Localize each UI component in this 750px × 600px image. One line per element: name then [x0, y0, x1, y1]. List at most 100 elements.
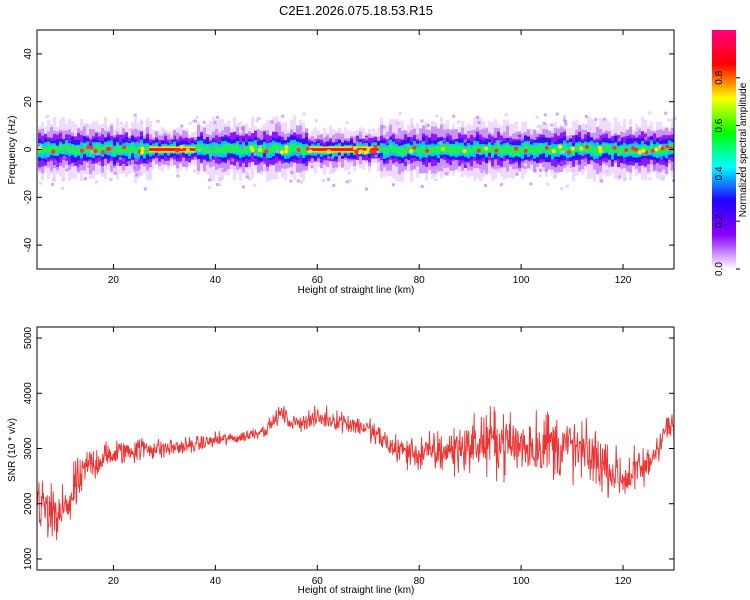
spectrogram-speckle: [380, 144, 384, 148]
spectrogram-hotspot: [93, 148, 98, 153]
spectrogram-cell: [71, 145, 75, 154]
spectrogram-cell: [554, 146, 558, 155]
spectrogram-hotspot: [412, 145, 417, 150]
spectrogram-cell: [272, 144, 276, 153]
spectrogram-speckle: [660, 156, 664, 160]
spectrogram-speckle: [444, 172, 448, 176]
spectrogram-cell: [641, 145, 645, 152]
spectrogram-cell: [647, 146, 651, 154]
spectrogram-speckle: [193, 119, 197, 123]
spectrogram-speckle: [339, 133, 343, 137]
spectrogram-hotspot: [566, 150, 571, 155]
spectrogram-speckle: [108, 162, 112, 166]
spectrogram-speckle: [648, 177, 652, 181]
spectrogram-cell: [83, 144, 87, 153]
spectrogram-cell: [248, 145, 252, 153]
spectrogram-speckle: [664, 111, 668, 115]
spectrogram-hotspot: [579, 146, 584, 151]
spectrogram-speckle: [118, 156, 122, 160]
spectrogram-cell: [533, 146, 537, 155]
spectrogram-speckle: [477, 120, 481, 124]
colorbar-tick-label: 0.8: [714, 70, 725, 84]
spectrogram-speckle: [648, 111, 652, 115]
spectrogram-hotspot: [660, 146, 665, 151]
spectrogram-cell: [293, 143, 297, 152]
spectrogram-cell: [386, 147, 390, 156]
spectrogram-speckle: [111, 146, 115, 150]
spectrogram-speckle: [371, 128, 375, 132]
spectrogram-cell: [47, 144, 51, 154]
spectrogram-speckle: [290, 170, 294, 174]
spectrogram-hotspot: [409, 149, 414, 154]
spectrogram-speckle: [133, 113, 137, 117]
spectrogram-cell: [203, 145, 207, 154]
spectrogram-speckle: [90, 150, 94, 154]
spectrogram-speckle: [560, 161, 564, 165]
spectrogram-hotspot: [264, 149, 269, 154]
spectrogram-cell: [488, 143, 492, 152]
spectrogram-speckle: [138, 153, 142, 157]
spectrogram-speckle: [385, 136, 389, 140]
spectrogram-speckle: [213, 154, 217, 158]
x-tick-label: 120: [615, 576, 632, 587]
spectrogram-speckle: [202, 120, 206, 124]
spectrogram-speckle: [217, 183, 221, 187]
spectrogram-cell: [290, 143, 294, 153]
spectrogram-hotspot: [544, 145, 549, 150]
spectrogram-speckle: [359, 131, 363, 135]
spectrogram-speckle: [127, 160, 131, 164]
spectrogram-cell: [650, 143, 654, 153]
spectrogram-speckle: [630, 133, 634, 137]
x-tick-label: 80: [414, 576, 426, 587]
spectrogram-speckle: [584, 158, 588, 162]
spectrogram-speckle: [404, 145, 408, 149]
spectrogram-cell: [539, 144, 543, 154]
spectrogram-cell: [233, 145, 237, 153]
colorbar: 0.0 0.2 0.4 0.6 0.8 Normalized spectral ampl…: [712, 30, 749, 276]
spectrogram-speckle: [560, 186, 564, 190]
spectrogram-hotspot: [305, 146, 310, 151]
spectrogram-speckle: [670, 167, 674, 171]
spectrogram-speckle: [584, 124, 588, 128]
spectrogram-speckle: [495, 140, 499, 144]
spectrogram-speckle: [445, 141, 449, 145]
spectrogram-speckle: [483, 183, 487, 187]
spectrogram-hotspot: [630, 146, 635, 151]
spectrogram-hotspot: [523, 148, 528, 153]
spectrogram-speckle: [514, 121, 518, 125]
spectrogram-speckle: [525, 159, 529, 163]
spectrogram-speckle: [93, 152, 97, 156]
x-tick-label: 100: [513, 576, 530, 587]
x-tick-label: 20: [108, 576, 120, 587]
spectrogram-speckle: [565, 184, 569, 188]
spectrogram-speckle: [179, 152, 183, 156]
spectrogram-hotspot: [140, 146, 145, 151]
colorbar-tick-label: 0.6: [714, 118, 725, 132]
spectrogram-hotspot: [440, 147, 445, 152]
spectrogram-panel: 20 40 60 80 100 120 -40 -20 0 20 40 Height of stra…: [7, 29, 677, 296]
spectrogram-cell: [542, 145, 546, 152]
spectrogram-cell: [521, 147, 525, 155]
spectrogram-speckle: [499, 183, 503, 187]
spectrogram-speckle: [581, 153, 585, 157]
spectrogram-cell: [224, 144, 228, 154]
spectrogram-cell: [98, 144, 102, 154]
spectrogram-speckle: [603, 144, 607, 148]
spectrogram-speckle: [544, 168, 548, 172]
spectrogram-speckle: [297, 155, 301, 159]
spectrogram-speckle: [180, 124, 184, 128]
spectrogram-hotspot: [257, 148, 262, 153]
spectrogram-cell: [299, 144, 303, 154]
x-tick-label: 20: [108, 275, 120, 286]
spectrogram-speckle: [132, 166, 136, 170]
spectrogram-speckle: [441, 165, 445, 169]
spectrogram-speckle: [54, 159, 58, 163]
spectrogram-speckle: [606, 169, 610, 173]
spectrogram-cell: [659, 147, 663, 155]
spectrogram-speckle: [76, 166, 80, 170]
spectrogram-speckle: [289, 179, 293, 183]
spectrogram-cell: [269, 146, 273, 155]
spectrogram-speckle: [420, 119, 424, 123]
spectrogram-cell: [194, 145, 198, 152]
